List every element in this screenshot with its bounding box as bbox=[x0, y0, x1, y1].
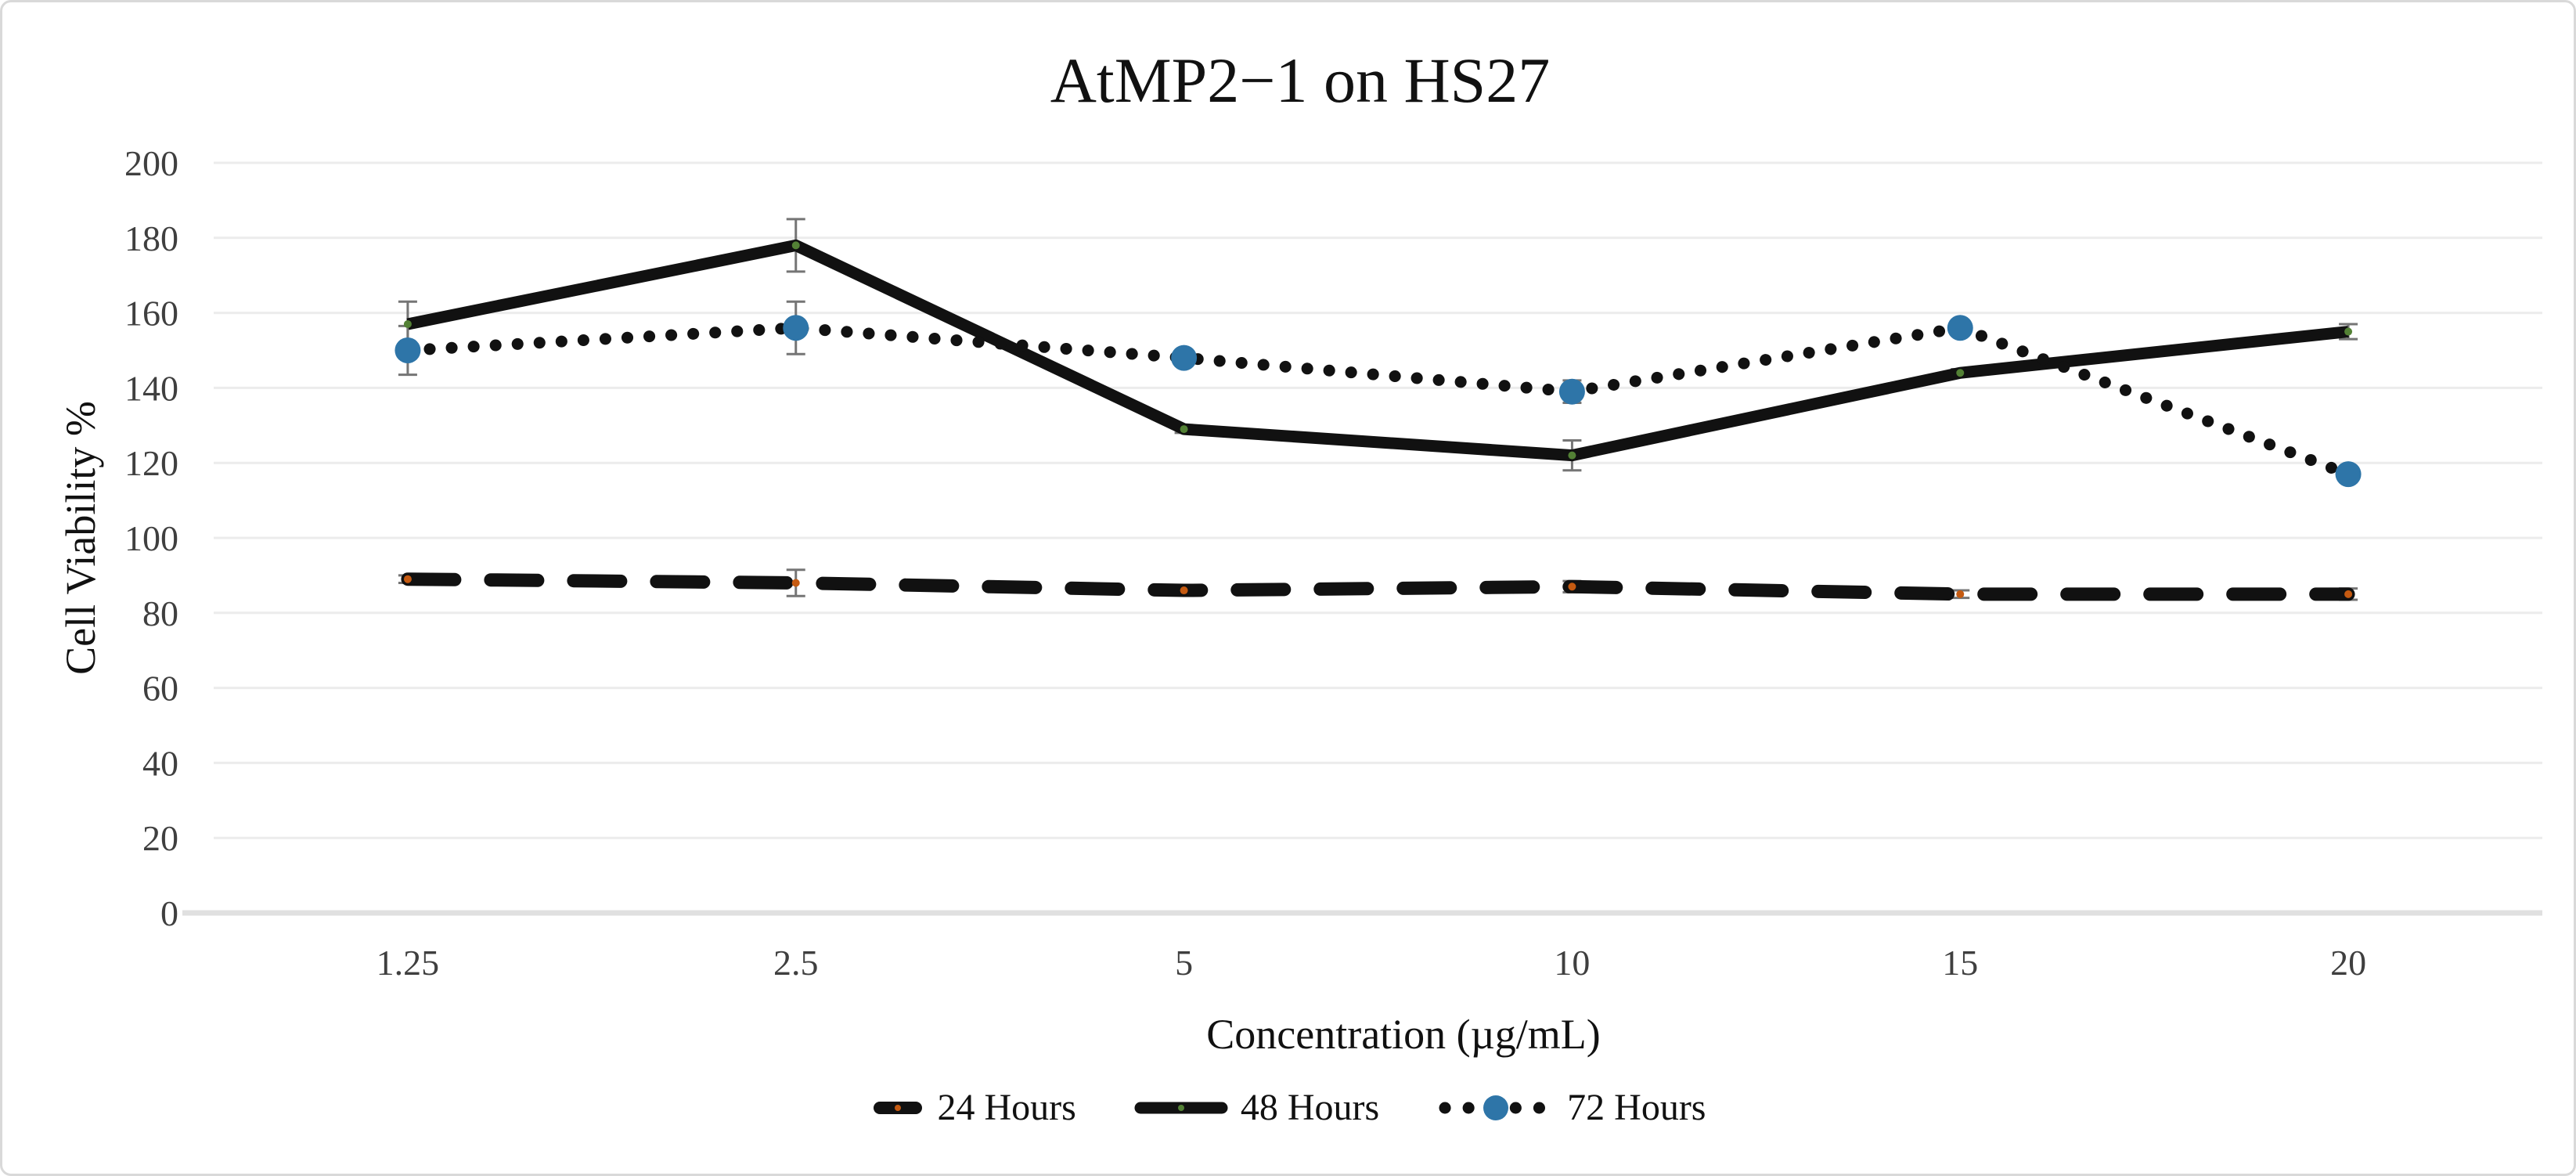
series-line-72-hours bbox=[402, 322, 2354, 481]
y-tick-label: 140 bbox=[124, 368, 178, 408]
x-tick-label: 20 bbox=[2330, 943, 2366, 983]
y-tick-label: 100 bbox=[124, 518, 178, 558]
data-point-marker bbox=[1568, 451, 1576, 460]
data-point-marker bbox=[2344, 327, 2353, 336]
data-point-marker bbox=[791, 241, 800, 250]
series-line-48-hours bbox=[406, 239, 2349, 462]
chart-title: AtMP2−1 on HS27 bbox=[1050, 45, 1551, 116]
legend-item-48-hours: 48 Hours bbox=[1134, 1086, 1379, 1129]
x-axis-title: Concentration (µg/mL) bbox=[1206, 1011, 1601, 1058]
data-point-marker bbox=[1558, 378, 1585, 405]
data-point-marker bbox=[783, 315, 809, 341]
legend-label: 48 Hours bbox=[1240, 1087, 1380, 1128]
data-point-marker bbox=[403, 319, 412, 328]
data-point-marker bbox=[1180, 425, 1188, 434]
data-point-marker bbox=[1956, 590, 1965, 598]
y-tick-label: 0 bbox=[160, 893, 178, 933]
legend-swatch-dashed bbox=[873, 1101, 922, 1114]
series-line-24-hours bbox=[401, 572, 2355, 601]
y-tick-label: 60 bbox=[142, 669, 178, 709]
x-tick-label: 2.5 bbox=[773, 943, 819, 983]
y-tick-label: 20 bbox=[142, 818, 178, 858]
data-point-marker bbox=[1171, 345, 1198, 371]
x-tick-label: 5 bbox=[1175, 943, 1193, 983]
y-tick-label: 40 bbox=[142, 743, 178, 783]
y-tick-label: 200 bbox=[124, 143, 178, 183]
legend-label: 24 Hours bbox=[937, 1087, 1076, 1128]
y-tick-label: 80 bbox=[142, 593, 178, 633]
data-point-marker bbox=[1568, 583, 1576, 591]
legend-swatch-dotted bbox=[1439, 1095, 1553, 1120]
data-point-marker bbox=[2344, 590, 2353, 598]
legend: 24 Hours 48 Hours 72 Hours bbox=[2, 1086, 2574, 1129]
legend-item-24-hours: 24 Hours bbox=[870, 1086, 1076, 1129]
data-point-marker bbox=[1956, 369, 1965, 377]
data-point-marker bbox=[403, 575, 412, 583]
x-tick-label: 15 bbox=[1942, 943, 1978, 983]
data-point-marker bbox=[395, 337, 421, 363]
data-point-marker bbox=[1947, 315, 1973, 341]
y-tick-label: 160 bbox=[124, 294, 178, 334]
y-tick-label: 180 bbox=[124, 218, 178, 258]
y-tick-label: 120 bbox=[124, 443, 178, 483]
data-point-marker bbox=[791, 579, 800, 587]
data-point-marker bbox=[1180, 586, 1188, 595]
data-point-marker bbox=[2335, 461, 2362, 488]
x-tick-label: 10 bbox=[1554, 943, 1590, 983]
x-tick-label: 1.25 bbox=[376, 943, 440, 983]
legend-item-72-hours: 72 Hours bbox=[1437, 1086, 1706, 1129]
legend-swatch-solid bbox=[1134, 1102, 1228, 1113]
legend-label: 72 Hours bbox=[1567, 1087, 1706, 1128]
